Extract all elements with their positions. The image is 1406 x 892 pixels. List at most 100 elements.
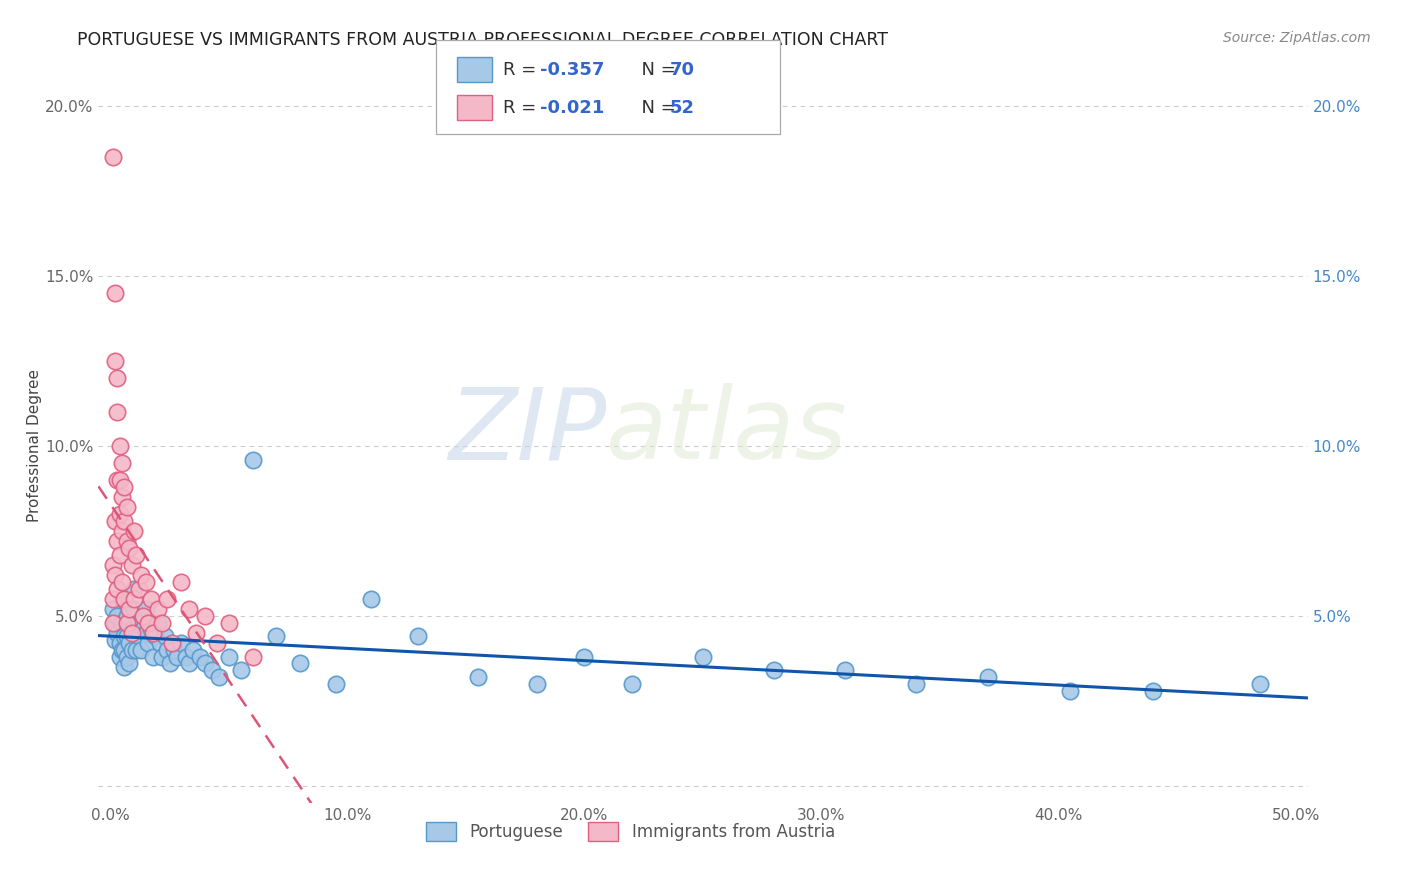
Point — [128, 582, 150, 596]
Point — [104, 568, 127, 582]
Point — [170, 636, 193, 650]
Point — [111, 574, 134, 589]
Point — [526, 677, 548, 691]
Point — [125, 548, 148, 562]
Point — [208, 670, 231, 684]
Point — [152, 649, 174, 664]
Point — [108, 473, 131, 487]
Point — [325, 677, 347, 691]
Text: PORTUGUESE VS IMMIGRANTS FROM AUSTRIA PROFESSIONAL DEGREE CORRELATION CHART: PORTUGUESE VS IMMIGRANTS FROM AUSTRIA PR… — [77, 31, 889, 49]
Point — [122, 582, 145, 596]
Text: R =: R = — [503, 61, 543, 79]
Text: ZIP: ZIP — [449, 384, 606, 480]
Point — [121, 626, 143, 640]
Point — [160, 636, 183, 650]
Point — [108, 507, 131, 521]
Point — [108, 636, 131, 650]
Point — [194, 657, 217, 671]
Point — [242, 452, 264, 467]
Point — [1142, 683, 1164, 698]
Point — [121, 623, 143, 637]
Point — [201, 663, 224, 677]
Point — [360, 591, 382, 606]
Point — [122, 524, 145, 538]
Point — [142, 649, 165, 664]
Point — [132, 623, 155, 637]
Point — [763, 663, 786, 677]
Text: N =: N = — [630, 99, 682, 117]
Point — [177, 657, 200, 671]
Point — [105, 626, 128, 640]
Point — [288, 657, 311, 671]
Point — [149, 636, 172, 650]
Point — [139, 591, 162, 606]
Point — [101, 150, 124, 164]
Point — [115, 500, 138, 515]
Point — [101, 591, 124, 606]
Point — [114, 629, 136, 643]
Point — [143, 629, 166, 643]
Point — [122, 602, 145, 616]
Point — [111, 615, 134, 630]
Point — [115, 534, 138, 549]
Point — [111, 456, 134, 470]
Point — [129, 568, 152, 582]
Point — [1059, 683, 1081, 698]
Point — [408, 629, 430, 643]
Point — [114, 660, 136, 674]
Text: Source: ZipAtlas.com: Source: ZipAtlas.com — [1223, 31, 1371, 45]
Point — [115, 608, 138, 623]
Point — [142, 626, 165, 640]
Point — [115, 629, 138, 643]
Point — [101, 602, 124, 616]
Point — [111, 490, 134, 504]
Point — [105, 582, 128, 596]
Point — [118, 541, 141, 555]
Point — [118, 636, 141, 650]
Point — [190, 649, 212, 664]
Text: atlas: atlas — [606, 384, 848, 480]
Point — [136, 636, 159, 650]
Point — [108, 649, 131, 664]
Point — [229, 663, 252, 677]
Point — [125, 643, 148, 657]
Point — [905, 677, 928, 691]
Point — [135, 574, 157, 589]
Text: 52: 52 — [669, 99, 695, 117]
Point — [132, 608, 155, 623]
Point — [114, 480, 136, 494]
Point — [153, 629, 176, 643]
Point — [177, 602, 200, 616]
Point — [128, 615, 150, 630]
Point — [976, 670, 998, 684]
Point — [105, 534, 128, 549]
Point — [242, 649, 264, 664]
Point — [139, 623, 162, 637]
Point — [104, 514, 127, 528]
Point — [105, 371, 128, 385]
Point — [115, 615, 138, 630]
Y-axis label: Professional Degree: Professional Degree — [27, 369, 42, 523]
Point — [692, 649, 714, 664]
Point — [1249, 677, 1271, 691]
Point — [129, 643, 152, 657]
Point — [108, 439, 131, 453]
Point — [184, 626, 207, 640]
Point — [118, 657, 141, 671]
Point — [118, 602, 141, 616]
Point — [105, 473, 128, 487]
Point — [125, 623, 148, 637]
Point — [574, 649, 596, 664]
Point — [128, 629, 150, 643]
Point — [114, 514, 136, 528]
Point — [111, 591, 134, 606]
Point — [135, 602, 157, 616]
Point — [101, 558, 124, 572]
Text: -0.021: -0.021 — [540, 99, 605, 117]
Point — [101, 615, 124, 630]
Point — [166, 649, 188, 664]
Point — [156, 591, 179, 606]
Point — [104, 354, 127, 368]
Point — [181, 643, 204, 657]
Point — [152, 615, 174, 630]
